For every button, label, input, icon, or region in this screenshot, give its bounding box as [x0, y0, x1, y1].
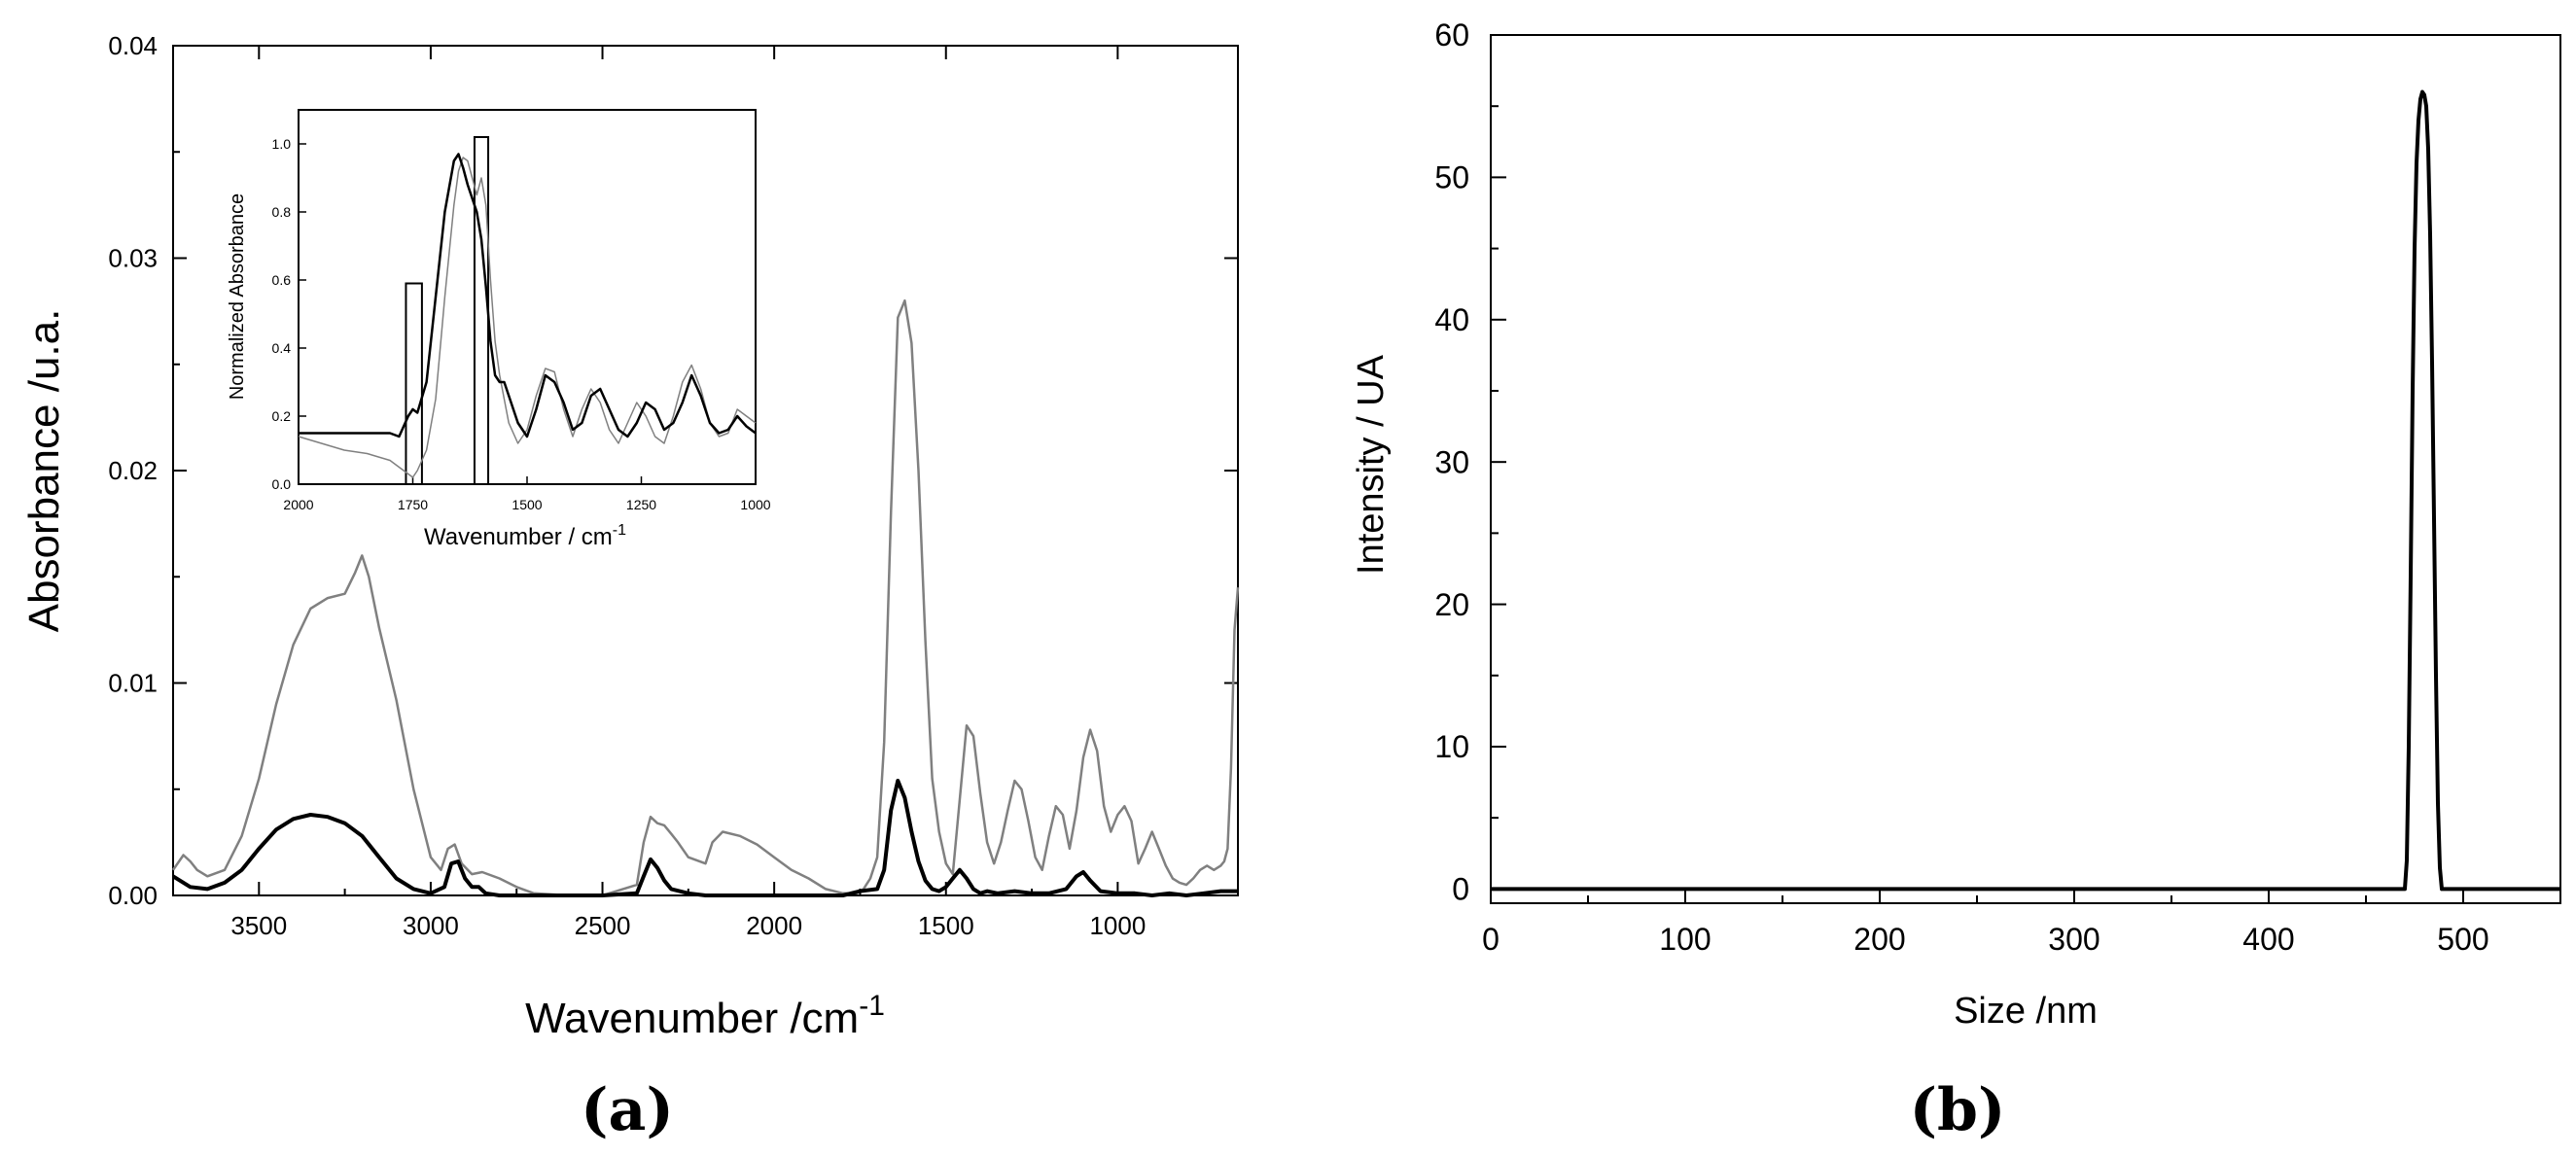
chart-b-y-tick-label: 20	[1434, 587, 1469, 622]
chart-a-x-tick-label: 2000	[746, 911, 802, 940]
inset-plot-frame	[298, 109, 757, 485]
inset-x-tick-label: 2000	[283, 497, 313, 512]
chart-b-ticks: 0 100 200 300 400 500 0 10 20 30 40 50 60	[1434, 18, 2488, 957]
chart-b-x-tick-label: 0	[1482, 922, 1500, 957]
chart-b-x-tick-label: 100	[1659, 922, 1711, 957]
chart-b-x-tick-label: 500	[2437, 922, 2488, 957]
inset-x-tick-label: 1750	[398, 497, 428, 512]
chart-a-x-tick-label: 3500	[230, 911, 287, 940]
chart-a-ticks: 3500 3000 2500 2000 1500 1000 0.00 0.01 0.02 0.03…	[108, 31, 1238, 940]
chart-b-series-line-0	[1491, 89, 2560, 892]
chart-a-y-axis-title: Absorbance /u.a.	[20, 309, 68, 633]
chart-a-y-tick-label: 0.00	[108, 881, 158, 910]
inset-x-axis-title: Wavenumber / cm-1	[424, 522, 626, 550]
inset-y-axis-title: Normalized Absorbance	[227, 193, 248, 400]
chart-b-x-axis-title: Size /nm	[1954, 991, 2098, 1032]
chart-b-y-tick-label: 60	[1434, 18, 1469, 53]
inset-series-line-1	[299, 153, 757, 438]
chart-a-y-tick-label: 0.04	[108, 31, 158, 60]
inset-y-tick-label: 0.4	[272, 340, 292, 356]
inset-y-tick-label: 0.2	[272, 408, 292, 424]
chart-b-y-tick-label: 0	[1452, 872, 1469, 907]
inset-x-tick-label: 1250	[626, 497, 656, 512]
inset-y-tick-label: 1.0	[272, 136, 292, 152]
inset-ticks: 2000 1750 1500 1250 1000 0.0 0.2 0.4 0.6 0.8 1.0	[272, 136, 771, 512]
chart-a-y-tick-label: 0.03	[108, 244, 158, 273]
inset-series-group	[298, 153, 757, 478]
chart-b-x-tick-label: 300	[2048, 922, 2100, 957]
chart-a-x-tick-label: 1500	[918, 911, 974, 940]
chart-a-y-tick-label: 0.01	[108, 669, 158, 698]
chart-a-series-line-1	[171, 779, 1238, 897]
chart-b-series-group	[1491, 89, 2560, 892]
inset-x-tick-label: 1000	[740, 497, 770, 512]
chart-b-y-axis-title: Intensity / UA	[1351, 354, 1392, 575]
chart-b-y-tick-label: 10	[1434, 729, 1469, 764]
chart-a-series-line-0	[171, 298, 1240, 897]
chart-b-plot-frame	[1490, 34, 2561, 904]
inset-y-tick-label: 0.6	[272, 272, 292, 288]
chart-b-y-tick-label: 30	[1434, 444, 1469, 479]
size-distribution-chart: 0 100 200 300 400 500 0 10 20 30 40 50 60 Size /nm I…	[1351, 18, 2561, 1032]
chart-b-y-tick-label: 40	[1434, 302, 1469, 337]
chart-a-x-axis-title: Wavenumber /cm-1	[525, 990, 885, 1042]
chart-a-y-tick-label: 0.02	[108, 456, 158, 485]
normalized-absorbance-inset: 2000 1750 1500 1250 1000 0.0 0.2 0.4 0.6 0.8 1.0 W…	[227, 109, 771, 550]
chart-a-x-tick-label: 3000	[403, 911, 459, 940]
inset-series-line-0	[298, 157, 757, 478]
chart-b-x-tick-label: 200	[1853, 922, 1905, 957]
inset-y-tick-label: 0.0	[272, 476, 292, 492]
chart-b-x-tick-label: 400	[2242, 922, 2294, 957]
inset-x-tick-label: 1500	[512, 497, 542, 512]
chart-a-x-tick-label: 1000	[1089, 911, 1146, 940]
absorbance-chart: 3500 3000 2500 2000 1500 1000 0.00 0.01 0.02 0.03…	[20, 31, 1240, 1042]
inset-highlight-box-0	[405, 282, 423, 485]
inset-y-tick-label: 0.8	[272, 204, 292, 220]
chart-a-series-group	[171, 298, 1240, 897]
panel-label-b: (b)	[1910, 1076, 2006, 1144]
chart-b-y-tick-label: 50	[1434, 160, 1469, 195]
panel-label-a: (a)	[581, 1076, 674, 1144]
chart-a-x-tick-label: 2500	[575, 911, 631, 940]
